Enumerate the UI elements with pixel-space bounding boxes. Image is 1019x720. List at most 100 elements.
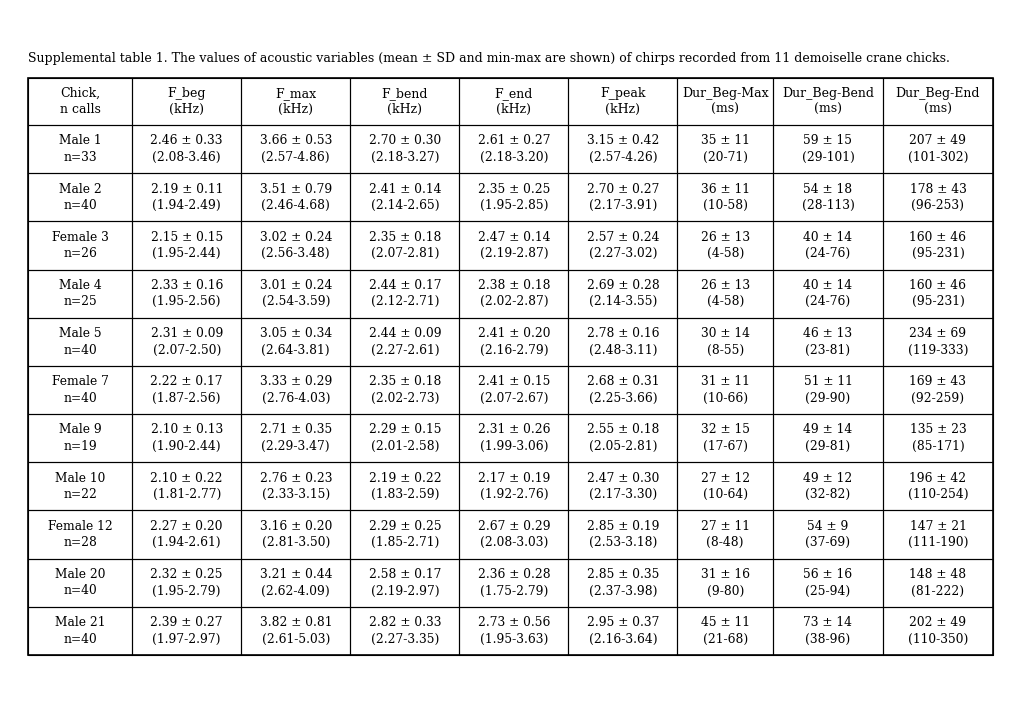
Bar [568, 78, 677, 125]
Text: 160 ± 46
(95-231): 160 ± 46 (95-231) [909, 230, 966, 260]
Text: 2.71 ± 0.35
(2.29-3.47): 2.71 ± 0.35 (2.29-3.47) [260, 423, 331, 453]
Text: 2.76 ± 0.23
(2.33-3.15): 2.76 ± 0.23 (2.33-3.15) [259, 472, 332, 501]
Text: 2.70 ± 0.30
(2.18-3.27): 2.70 ± 0.30 (2.18-3.27) [368, 135, 440, 164]
Text: 3.15 ± 0.42
(2.57-4.26): 3.15 ± 0.42 (2.57-4.26) [586, 135, 658, 164]
Bar [772, 318, 882, 366]
Text: Male 9
n=19: Male 9 n=19 [59, 423, 101, 453]
Text: 54 ± 18
(28-113): 54 ± 18 (28-113) [801, 183, 854, 212]
Text: 2.41 ± 0.20
(2.16-2.79): 2.41 ± 0.20 (2.16-2.79) [477, 327, 549, 356]
Bar [568, 318, 677, 366]
Bar [677, 125, 772, 174]
Bar [459, 510, 568, 559]
Bar [677, 414, 772, 462]
Text: 2.67 ± 0.29
(2.08-3.03): 2.67 ± 0.29 (2.08-3.03) [477, 520, 549, 549]
Text: 45 ± 11
(21-68): 45 ± 11 (21-68) [700, 616, 749, 646]
Bar [882, 559, 993, 607]
Text: 2.29 ± 0.15
(2.01-2.58): 2.29 ± 0.15 (2.01-2.58) [368, 423, 440, 453]
Bar [28, 174, 132, 221]
Bar [882, 510, 993, 559]
Text: 2.47 ± 0.30
(2.17-3.30): 2.47 ± 0.30 (2.17-3.30) [586, 472, 658, 501]
Text: F_end
(kHz): F_end (kHz) [494, 86, 533, 116]
Bar [459, 318, 568, 366]
Bar [132, 269, 242, 318]
Bar [28, 125, 132, 174]
Text: 234 ± 69
(119-333): 234 ± 69 (119-333) [907, 327, 967, 356]
Bar [350, 221, 459, 269]
Text: Dur_Beg-End
(ms): Dur_Beg-End (ms) [895, 86, 979, 116]
Bar [242, 78, 350, 125]
Bar [459, 607, 568, 655]
Bar [28, 269, 132, 318]
Bar [459, 174, 568, 221]
Bar [568, 221, 677, 269]
Text: 46 ± 13
(23-81): 46 ± 13 (23-81) [803, 327, 852, 356]
Text: 59 ± 15
(29-101): 59 ± 15 (29-101) [801, 135, 854, 164]
Text: 27 ± 12
(10-64): 27 ± 12 (10-64) [700, 472, 749, 501]
Text: 2.61 ± 0.27
(2.18-3.20): 2.61 ± 0.27 (2.18-3.20) [477, 135, 549, 164]
Bar [350, 366, 459, 414]
Text: 2.35 ± 0.18
(2.07-2.81): 2.35 ± 0.18 (2.07-2.81) [368, 230, 440, 260]
Bar [132, 125, 242, 174]
Text: 207 ± 49
(101-302): 207 ± 49 (101-302) [907, 135, 967, 164]
Text: 2.85 ± 0.35
(2.37-3.98): 2.85 ± 0.35 (2.37-3.98) [586, 568, 658, 598]
Bar [242, 510, 350, 559]
Bar [28, 318, 132, 366]
Bar [350, 510, 459, 559]
Bar [772, 510, 882, 559]
Text: 3.02 ± 0.24
(2.56-3.48): 3.02 ± 0.24 (2.56-3.48) [259, 230, 332, 260]
Bar [132, 559, 242, 607]
Bar [459, 414, 568, 462]
Text: 3.82 ± 0.81
(2.61-5.03): 3.82 ± 0.81 (2.61-5.03) [259, 616, 332, 646]
Bar [350, 125, 459, 174]
Bar [350, 269, 459, 318]
Bar [677, 607, 772, 655]
Bar [772, 462, 882, 510]
Bar [132, 174, 242, 221]
Bar [242, 318, 350, 366]
Text: 2.10 ± 0.22
(1.81-2.77): 2.10 ± 0.22 (1.81-2.77) [151, 472, 223, 501]
Text: Male 21
n=40: Male 21 n=40 [55, 616, 105, 646]
Text: 31 ± 16
(9-80): 31 ± 16 (9-80) [700, 568, 749, 598]
Bar [242, 607, 350, 655]
Bar [882, 221, 993, 269]
Bar [242, 559, 350, 607]
Text: 2.39 ± 0.27
(1.97-2.97): 2.39 ± 0.27 (1.97-2.97) [151, 616, 223, 646]
Text: Dur_Beg-Max
(ms): Dur_Beg-Max (ms) [682, 86, 767, 116]
Text: 2.85 ± 0.19
(2.53-3.18): 2.85 ± 0.19 (2.53-3.18) [586, 520, 658, 549]
Bar [568, 414, 677, 462]
Text: 27 ± 11
(8-48): 27 ± 11 (8-48) [700, 520, 749, 549]
Bar [677, 318, 772, 366]
Text: 2.33 ± 0.16
(1.95-2.56): 2.33 ± 0.16 (1.95-2.56) [151, 279, 223, 308]
Text: 2.32 ± 0.25
(1.95-2.79): 2.32 ± 0.25 (1.95-2.79) [151, 568, 223, 598]
Text: 178 ± 43
(96-253): 178 ± 43 (96-253) [909, 183, 965, 212]
Bar [882, 462, 993, 510]
Bar [882, 366, 993, 414]
Text: F_bend
(kHz): F_bend (kHz) [381, 86, 428, 116]
Bar [772, 414, 882, 462]
Text: 3.21 ± 0.44
(2.62-4.09): 3.21 ± 0.44 (2.62-4.09) [259, 568, 332, 598]
Text: 2.68 ± 0.31
(2.25-3.66): 2.68 ± 0.31 (2.25-3.66) [586, 375, 658, 405]
Bar [350, 414, 459, 462]
Bar [242, 221, 350, 269]
Text: 2.17 ± 0.19
(1.92-2.76): 2.17 ± 0.19 (1.92-2.76) [477, 472, 549, 501]
Text: Supplemental table 1. The values of acoustic variables (mean ± SD and min-max ar: Supplemental table 1. The values of acou… [28, 52, 949, 65]
Text: 2.38 ± 0.18
(2.02-2.87): 2.38 ± 0.18 (2.02-2.87) [477, 279, 549, 308]
Text: 2.31 ± 0.26
(1.99-3.06): 2.31 ± 0.26 (1.99-3.06) [477, 423, 549, 453]
Bar [772, 607, 882, 655]
Text: 2.35 ± 0.18
(2.02-2.73): 2.35 ± 0.18 (2.02-2.73) [368, 375, 440, 405]
Text: Male 4
n=25: Male 4 n=25 [59, 279, 101, 308]
Bar [568, 366, 677, 414]
Bar [28, 559, 132, 607]
Text: 148 ± 48
(81-222): 148 ± 48 (81-222) [909, 568, 966, 598]
Bar [568, 510, 677, 559]
Bar [242, 462, 350, 510]
Bar [568, 462, 677, 510]
Text: 2.41 ± 0.15
(2.07-2.67): 2.41 ± 0.15 (2.07-2.67) [477, 375, 549, 405]
Bar [772, 269, 882, 318]
Bar [132, 607, 242, 655]
Text: 2.15 ± 0.15
(1.95-2.44): 2.15 ± 0.15 (1.95-2.44) [151, 230, 222, 260]
Text: 2.31 ± 0.09
(2.07-2.50): 2.31 ± 0.09 (2.07-2.50) [151, 327, 223, 356]
Bar [772, 366, 882, 414]
Text: 196 ± 42
(110-254): 196 ± 42 (110-254) [907, 472, 967, 501]
Bar [459, 559, 568, 607]
